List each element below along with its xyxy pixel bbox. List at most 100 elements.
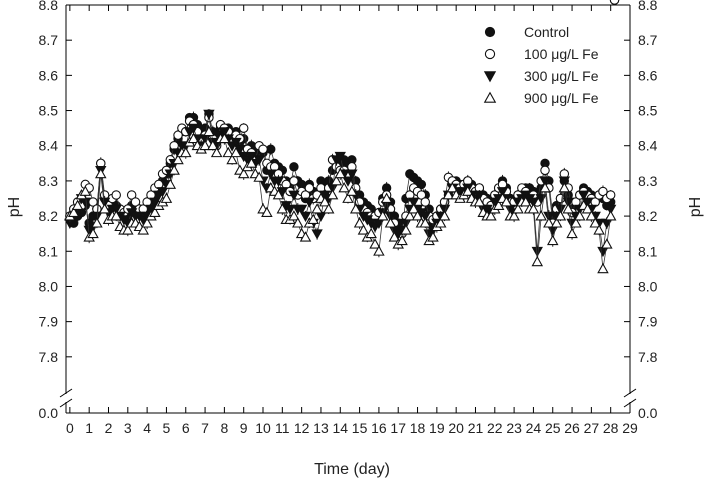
- data-point: [558, 181, 571, 193]
- data-point: [122, 224, 134, 235]
- data-point: [237, 167, 250, 179]
- y-tick-label: 8.0: [39, 278, 59, 294]
- data-point: [598, 186, 608, 197]
- data-point: [416, 179, 427, 190]
- data-point: [597, 262, 609, 274]
- axis-break-mark: [59, 398, 73, 408]
- data-point: [461, 185, 474, 196]
- data-point: [203, 109, 215, 120]
- data-point: [527, 203, 540, 214]
- data-point: [540, 165, 550, 176]
- y-tick-label: 7.8: [638, 349, 658, 365]
- data-point: [384, 217, 397, 228]
- data-point: [238, 123, 249, 133]
- y-tick-label: 8.1: [39, 243, 59, 259]
- y-tick-label: 8.4: [638, 138, 658, 154]
- y-tick-label: 0.0: [638, 405, 658, 421]
- legend-label: 300 μg/L Fe: [524, 68, 599, 84]
- y-tick-label: 8.5: [638, 103, 658, 119]
- data-point: [292, 217, 304, 228]
- data-point: [527, 197, 540, 208]
- data-point: [98, 197, 111, 208]
- x-tick-label: 6: [182, 420, 190, 436]
- data-point: [535, 210, 547, 221]
- data-point: [299, 211, 312, 222]
- data-point: [589, 217, 601, 228]
- data-point: [593, 224, 605, 235]
- data-point: [543, 211, 555, 222]
- legend-label: Control: [524, 24, 569, 40]
- data-point: [272, 176, 285, 187]
- data-point: [137, 224, 150, 235]
- data-point: [338, 181, 350, 193]
- data-point: [605, 190, 616, 200]
- data-point: [369, 238, 381, 249]
- data-point: [67, 206, 80, 217]
- data-point: [173, 130, 183, 140]
- data-point: [531, 255, 544, 267]
- x-tick-label: 1: [85, 420, 93, 436]
- data-point: [218, 127, 231, 138]
- data-point: [605, 204, 617, 215]
- legend: Control 100 μg/L Fe 300 μg/L Fe 900 μg/L Fe: [483, 24, 599, 106]
- data-point: [357, 224, 370, 235]
- y-tick-label: 8.2: [39, 208, 59, 224]
- data-point: [258, 144, 268, 154]
- data-point: [566, 227, 578, 239]
- data-point: [289, 162, 299, 172]
- data-point: [295, 204, 308, 215]
- data-point: [365, 227, 377, 239]
- data-point: [245, 157, 258, 168]
- data-point: [199, 139, 211, 151]
- data-point: [539, 176, 551, 187]
- data-point: [288, 210, 300, 221]
- y-tick-label: 7.8: [39, 349, 59, 365]
- x-tick-label: 2: [105, 420, 113, 436]
- x-tick-label: 29: [622, 420, 638, 436]
- legend-marker: [483, 91, 497, 103]
- data-point: [554, 204, 567, 215]
- data-point: [334, 151, 346, 163]
- data-point: [288, 190, 300, 201]
- data-point: [400, 224, 412, 235]
- data-point: [416, 190, 427, 200]
- x-tick-label: 4: [143, 420, 151, 436]
- data-point: [276, 203, 289, 214]
- data-point: [442, 189, 455, 200]
- x-tick-label: 12: [294, 420, 310, 436]
- axes: [59, 4, 637, 414]
- y-tick-label: 8.3: [39, 173, 59, 189]
- data-point: [562, 197, 574, 208]
- x-tick-label: 8: [220, 420, 228, 436]
- data-point: [272, 189, 285, 200]
- data-point: [420, 197, 431, 207]
- data-point: [353, 217, 366, 228]
- data-point: [179, 146, 192, 158]
- data-point: [126, 190, 137, 200]
- y-tick-label: 8.0: [638, 278, 658, 294]
- data-point: [411, 210, 424, 221]
- data-point: [419, 217, 432, 228]
- data-point: [187, 123, 200, 134]
- data-point: [539, 181, 551, 193]
- y-tick-label: 8.7: [39, 32, 59, 48]
- data-point: [473, 196, 486, 207]
- data-point: [207, 139, 219, 151]
- data-point: [304, 183, 315, 193]
- data-point: [438, 204, 451, 215]
- data-point: [187, 132, 200, 144]
- y-tick-label: 8.4: [39, 138, 59, 154]
- x-tick-label: 9: [240, 420, 248, 436]
- x-tick-label: 17: [390, 420, 406, 436]
- data-point: [218, 132, 231, 144]
- data-point: [71, 199, 84, 210]
- data-point: [303, 197, 316, 208]
- data-point: [438, 210, 451, 221]
- data-point: [531, 246, 543, 258]
- x-tick-label: 3: [124, 420, 132, 436]
- data-point: [407, 203, 420, 214]
- data-point: [91, 211, 103, 222]
- data-point: [492, 199, 505, 210]
- legend-marker: [483, 71, 497, 83]
- x-tick-label: 28: [603, 420, 619, 436]
